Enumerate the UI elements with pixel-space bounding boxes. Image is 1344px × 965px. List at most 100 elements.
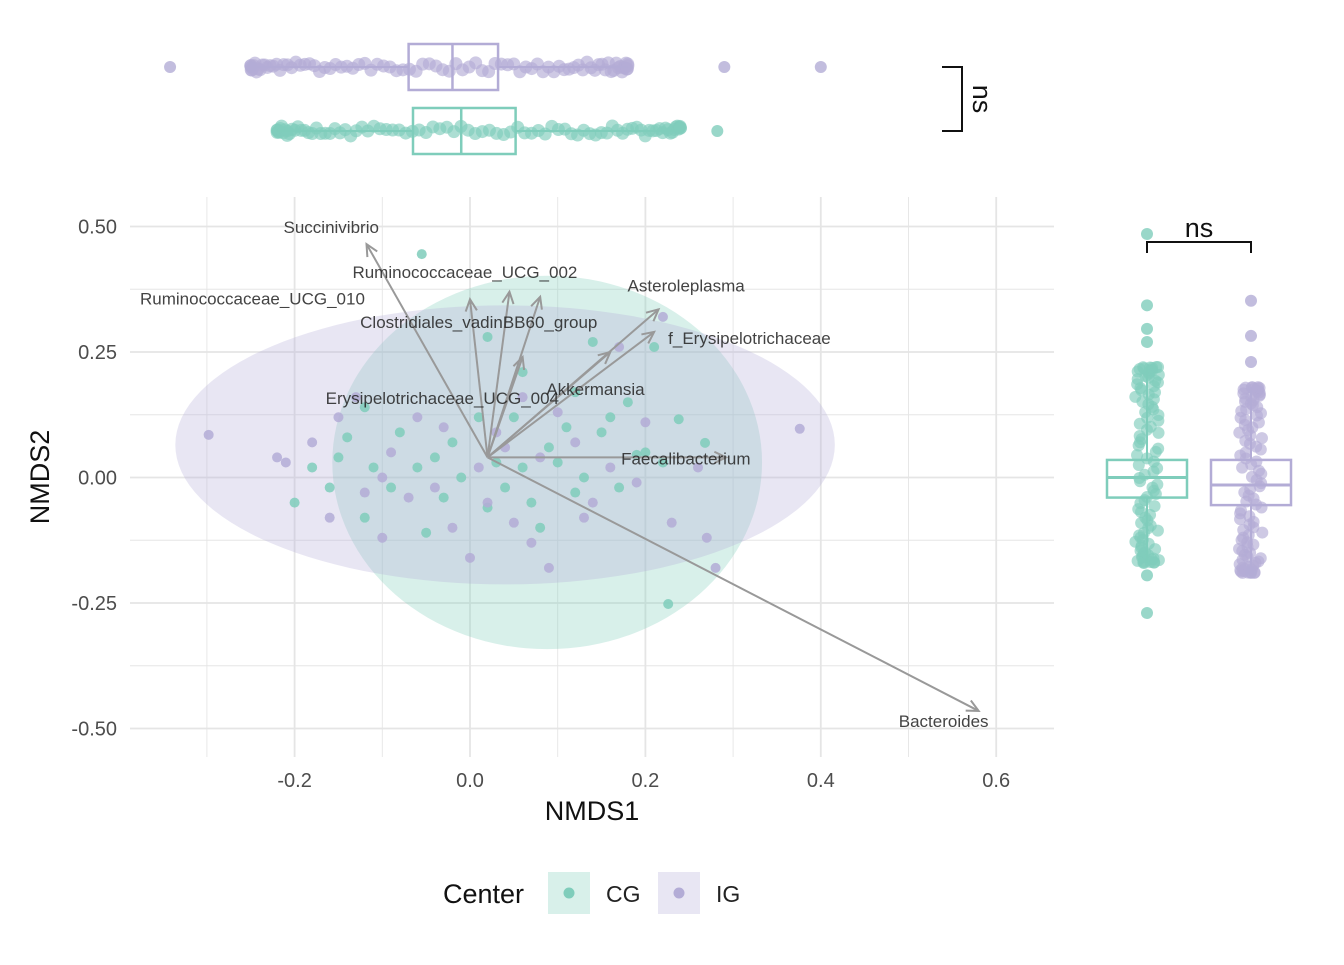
y-tick-label: -0.25 <box>71 593 117 615</box>
ellipse-CG <box>332 275 763 650</box>
vector-line <box>365 243 489 458</box>
jitter-point-IG <box>1250 455 1263 468</box>
point-IG <box>465 552 475 563</box>
point-CG <box>543 442 554 453</box>
vector-arrowhead <box>365 242 378 258</box>
point-IG <box>203 429 214 440</box>
point-CG <box>412 462 423 473</box>
point-CG <box>673 414 684 425</box>
point-CG <box>394 427 405 438</box>
vector-arrowhead <box>530 294 543 310</box>
point-IG <box>552 407 563 418</box>
outlier-point-CG <box>711 125 724 137</box>
point-IG <box>447 522 458 533</box>
jitter-point-IG <box>1256 526 1269 539</box>
jitter-point-CG <box>1150 361 1163 374</box>
vector-line <box>486 351 611 459</box>
point-CG <box>700 437 711 448</box>
jitter-point-IG <box>1234 504 1247 517</box>
outlier-point-IG <box>1245 329 1257 342</box>
point-IG <box>333 412 344 423</box>
point-IG <box>377 532 388 543</box>
point-IG <box>710 562 721 573</box>
point-CG <box>614 482 625 493</box>
point-CG <box>657 457 668 468</box>
point-CG <box>482 331 493 342</box>
species-vectors: Bacteroides Faecalibacterium Succinivibrio… <box>140 218 989 731</box>
jitter-point-IG <box>1254 552 1267 565</box>
jitter-point-CG <box>1151 478 1164 491</box>
y-tick-label: 0.25 <box>78 342 117 364</box>
jitter-point-IG <box>1236 461 1249 474</box>
point-CG <box>622 397 633 408</box>
vector-arrowhead <box>641 330 657 344</box>
jitter-point-CG <box>1148 500 1161 513</box>
point-CG <box>342 432 353 443</box>
main-axes: -0.2 0.0 0.2 0.4 0.6 0.50 0.25 0.00 -0.25 -0.50 NM… <box>25 217 1010 827</box>
point-CG <box>535 522 546 533</box>
point-CG <box>324 482 335 493</box>
legend-dot-IG <box>673 887 685 899</box>
point-CG <box>438 492 449 503</box>
point-CG <box>429 452 440 463</box>
point-CG <box>579 472 590 483</box>
vector-arrowhead <box>464 297 478 312</box>
vector-line <box>486 291 511 458</box>
point-IG <box>272 452 283 463</box>
point-IG <box>640 417 651 428</box>
point-CG <box>421 527 432 538</box>
point-CG <box>561 422 572 433</box>
right-marginal-boxplot: ns <box>1105 213 1293 620</box>
significance-label: ns <box>1185 213 1214 243</box>
y-tick-label: 0.50 <box>78 217 117 239</box>
point-CG <box>368 462 379 473</box>
box-IG <box>1209 458 1293 507</box>
x-axis-title: NMDS1 <box>545 796 640 826</box>
point-CG <box>663 599 674 610</box>
vector-label: Akkermansia <box>546 380 645 399</box>
point-IG <box>526 537 537 548</box>
outlier-point-IG <box>814 61 827 73</box>
vector-label: Erysipelotrichaceae_UCG_004 <box>326 389 559 408</box>
point-IG <box>403 492 414 503</box>
point-CG <box>517 367 528 378</box>
point-CG <box>587 336 598 347</box>
outlier-point-IG <box>718 61 731 73</box>
vector-line <box>469 299 489 458</box>
point-CG <box>500 482 511 493</box>
outlier-point-IG <box>1245 356 1257 369</box>
vector-label: Bacteroides <box>899 712 989 731</box>
vector-line <box>487 456 980 712</box>
outlier-point-CG <box>1141 569 1153 582</box>
y-tick-label: 0.00 <box>78 468 117 490</box>
jitter-point-CG <box>673 121 687 135</box>
vector-label: Ruminococcaceae_UCG_002 <box>352 263 577 282</box>
x-tick-label: 0.6 <box>982 770 1010 792</box>
vector-label: f_Erysipelotrichaceae <box>668 329 831 348</box>
vector-arrowhead <box>645 307 661 322</box>
y-axis-title: NMDS2 <box>25 430 55 525</box>
outlier-point-IG <box>1245 294 1257 307</box>
x-tick-label: 0.2 <box>631 770 659 792</box>
point-IG <box>350 392 361 403</box>
point-IG <box>657 311 668 322</box>
point-IG <box>666 517 677 528</box>
point-CG <box>570 487 581 498</box>
point-CG <box>517 462 528 473</box>
vector-arrowhead <box>501 289 515 305</box>
point-CG <box>416 249 427 260</box>
x-tick-label: -0.2 <box>277 770 311 792</box>
main-panel-grid <box>130 197 1054 757</box>
point-CG <box>473 412 484 423</box>
vector-arrowhead <box>512 354 526 371</box>
point-CG <box>640 447 651 458</box>
point-IG <box>280 457 291 468</box>
outlier-point-CG <box>1141 299 1153 312</box>
jitter-point-CG <box>1131 449 1144 462</box>
x-tick-label: 0.4 <box>807 770 835 792</box>
vector-label: Clostridiales_vadinBB60_group <box>360 313 597 332</box>
point-IG <box>587 497 598 508</box>
point-CG <box>605 412 616 423</box>
point-IG <box>631 477 642 488</box>
point-CG <box>552 457 563 468</box>
